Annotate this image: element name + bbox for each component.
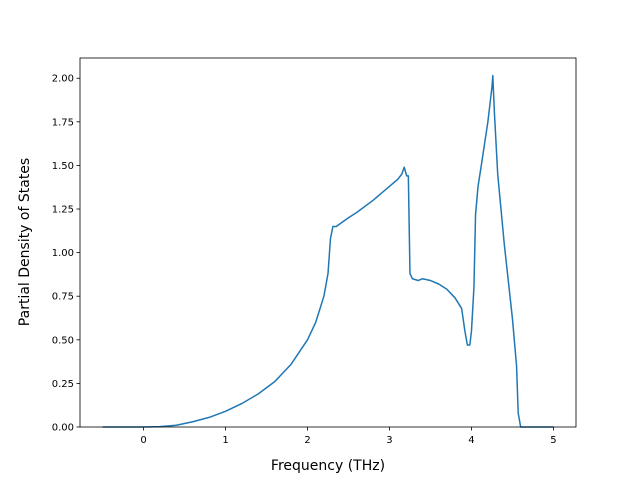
line [102, 74, 554, 428]
y-tick-label: 0.00 [52, 423, 74, 434]
y-tick-label: 1.00 [52, 248, 74, 259]
x-tick-label: 1 [222, 435, 228, 446]
y-tick-label: 0.75 [52, 292, 74, 303]
plot-frame [79, 57, 577, 428]
y-tick-label: 0.50 [52, 335, 74, 346]
y-tick-label: 1.25 [52, 205, 74, 216]
y-tick-label: 2.00 [52, 74, 74, 85]
y-tick-label: 0.25 [52, 379, 74, 390]
x-tick-label: 5 [550, 435, 556, 446]
x-tick-label: 2 [304, 435, 310, 446]
x-axis-label: Frequency (THz) [271, 458, 385, 474]
x-tick-label: 4 [468, 435, 474, 446]
y-tick-label: 1.75 [52, 117, 74, 128]
y-tick-label: 1.50 [52, 161, 74, 172]
y-axis-label: Partial Density of States [17, 158, 33, 326]
x-tick-label: 3 [386, 435, 392, 446]
x-tick-label: 0 [140, 435, 146, 446]
